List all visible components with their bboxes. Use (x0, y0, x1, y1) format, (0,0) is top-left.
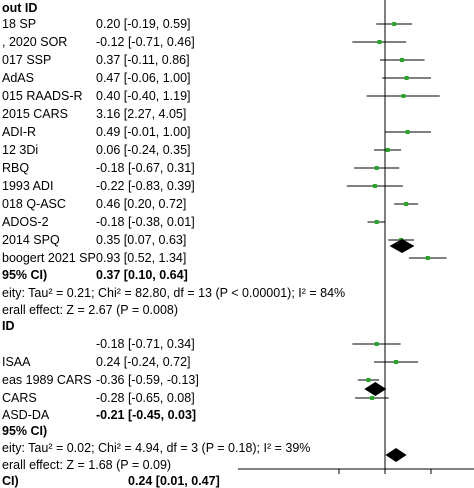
study-ci: -0.22 [-0.83, 0.39] (96, 179, 195, 193)
study-label: ASD-DA (2, 408, 50, 422)
subtotal-label: 95% CI) (2, 268, 48, 282)
point-estimate (385, 148, 390, 152)
point-estimate (374, 166, 379, 170)
study-ci: -0.21 [-0.45, 0.03] (96, 408, 197, 422)
study-ci: 0.40 [-0.40, 1.19] (96, 89, 191, 103)
study-label: 017 SSP (2, 53, 52, 67)
subtotal-ci: 0.37 [0.10, 0.64] (96, 268, 188, 282)
study-label: RBQ (2, 161, 30, 175)
study-label: 1993 ADI (2, 179, 54, 193)
pooled-estimate-diamond (389, 239, 415, 253)
study-ci: -0.12 [-0.71, 0.46] (96, 35, 195, 49)
study-ci: -0.36 [-0.59, -0.13] (96, 373, 199, 387)
point-estimate (404, 202, 409, 206)
study-ci: -0.28 [-0.65, 0.08] (96, 391, 195, 405)
point-estimate (401, 94, 406, 98)
study-ci: -0.18 [-0.67, 0.31] (96, 161, 195, 175)
subgroup-heading: ID (2, 319, 15, 333)
study-label: 015 RAADS-R (2, 89, 83, 103)
study-ci: -0.18 [-0.38, 0.01] (96, 215, 195, 229)
study-label: 2015 CARS (2, 107, 69, 121)
point-estimate (392, 22, 397, 26)
study-ci: 0.37 [-0.11, 0.86] (96, 53, 190, 67)
overall-total-ci: 0.24 [0.01, 0.47] (128, 474, 220, 488)
study-label: 018 Q-ASC (2, 197, 66, 211)
study-ci: 0.06 [-0.24, 0.35] (96, 143, 191, 157)
study-ci: 0.35 [0.07, 0.63] (96, 233, 187, 247)
study-ci: 0.47 [-0.06, 1.00] (96, 71, 191, 85)
study-label: ADOS-2 (2, 215, 49, 229)
study-label: eas 1989 CARS (2, 373, 92, 387)
point-estimate (366, 378, 371, 382)
heterogeneity-text: eity: Tau² = 0.21; Chi² = 82.80, df = 13… (2, 286, 346, 300)
study-label: ADI-R (2, 125, 37, 139)
point-estimate (394, 360, 399, 364)
point-estimate (425, 256, 430, 260)
study-label: 2014 SPQ (2, 233, 60, 247)
study-ci: 0.20 [-0.19, 0.59] (96, 17, 191, 31)
point-estimate (370, 396, 375, 400)
study-ci: 0.24 [-0.24, 0.72] (96, 355, 191, 369)
forest-plot (238, 0, 474, 474)
point-estimate (404, 76, 409, 80)
study-ci: 0.46 [0.20, 0.72] (96, 197, 187, 211)
point-estimate (374, 220, 379, 224)
study-label: boogert 2021 SP (2, 251, 96, 265)
overall-effect-text: erall effect: Z = 1.68 (P = 0.09) (2, 458, 172, 472)
study-ci: 0.93 [0.52, 1.34] (96, 251, 187, 265)
point-estimate (377, 40, 382, 44)
point-estimate (405, 130, 410, 134)
subgroup-heading: out ID (2, 1, 38, 15)
study-label: AdAS (2, 71, 34, 85)
pooled-estimate-diamond (364, 382, 387, 396)
study-label: 18 SP (2, 17, 37, 31)
study-ci: 3.16 [2.27, 4.05] (96, 107, 187, 121)
point-estimate (374, 342, 379, 346)
pooled-estimate-diamond (385, 448, 407, 462)
study-label: CARS (2, 391, 37, 405)
study-label: ISAA (2, 355, 31, 369)
overall-total-label: CI) (2, 474, 19, 488)
study-label: 12 3Di (2, 143, 39, 157)
study-label: , 2020 SOR (2, 35, 68, 49)
subtotal-label: 95% CI) (2, 424, 48, 438)
point-estimate (372, 184, 377, 188)
overall-effect-text: erall effect: Z = 2.67 (P = 0.008) (2, 303, 179, 317)
point-estimate (400, 58, 405, 62)
study-ci: -0.18 [-0.71, 0.34] (96, 337, 195, 351)
heterogeneity-text: eity: Tau² = 0.02; Chi² = 4.94, df = 3 (… (2, 441, 311, 455)
study-ci: 0.49 [-0.01, 1.00] (96, 125, 191, 139)
